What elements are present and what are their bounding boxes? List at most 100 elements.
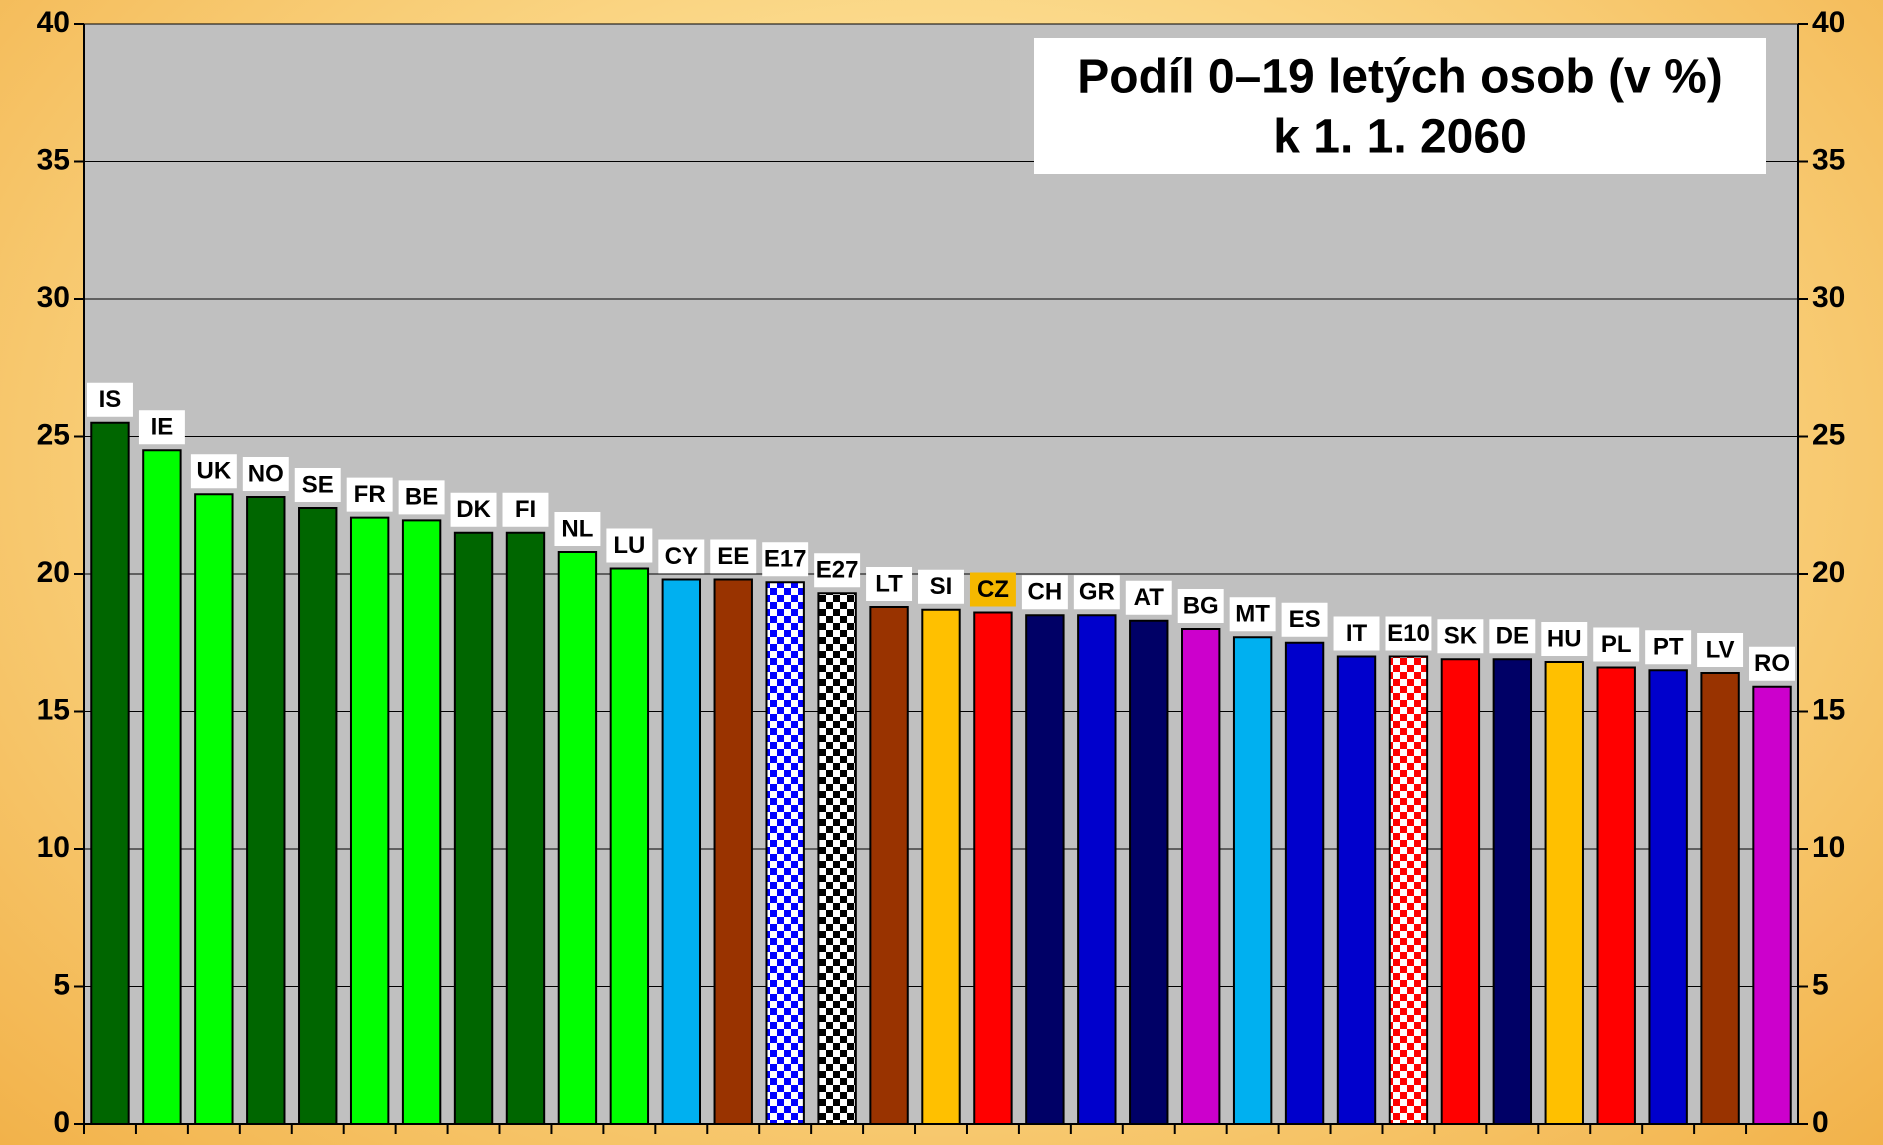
y2-tick-label: 15 [1812, 693, 1845, 726]
bar-label: FI [515, 496, 536, 523]
y-tick-label: 25 [37, 418, 70, 451]
label-box [1177, 589, 1224, 623]
bar [1180, 628, 1221, 1125]
bar-label: E27 [816, 557, 859, 584]
bar [1129, 619, 1169, 1125]
y-tick-label: 0 [53, 1106, 70, 1139]
bar-label: BG [1183, 592, 1219, 619]
bar-label: NL [561, 515, 593, 542]
bar [869, 606, 909, 1125]
label-box [1697, 633, 1744, 667]
bar-label: GR [1079, 579, 1115, 606]
bar-label: IE [151, 414, 174, 441]
bar [298, 507, 338, 1125]
bar-label: LU [613, 532, 645, 559]
label-box [969, 572, 1016, 607]
bar-label: E17 [764, 546, 807, 573]
bar [661, 578, 702, 1125]
bar-label: ES [1289, 606, 1321, 633]
label-box [866, 567, 913, 601]
y2-tick-label: 40 [1812, 6, 1845, 39]
label-box [710, 539, 757, 574]
bar [1544, 661, 1584, 1125]
y-tick-label: 20 [37, 556, 70, 589]
y-tick-label: 30 [37, 281, 70, 314]
bar [1232, 636, 1273, 1125]
y2-tick-label: 35 [1812, 143, 1845, 176]
bar-label: LV [1706, 636, 1735, 663]
label-box [1593, 627, 1640, 662]
bar-label: BE [405, 484, 438, 511]
label-box [242, 457, 289, 491]
bar [713, 578, 753, 1125]
label-box [1385, 616, 1432, 651]
bar-label: FR [354, 481, 386, 508]
bar [765, 581, 805, 1125]
bar [1492, 658, 1533, 1125]
y2-tick-label: 5 [1812, 968, 1829, 1001]
label-box [1229, 597, 1276, 632]
y2-tick-label: 10 [1812, 831, 1845, 864]
bar-label: RO [1754, 650, 1790, 677]
label-box [1437, 619, 1484, 654]
bar [1596, 666, 1636, 1125]
bar-label: E10 [1387, 620, 1430, 647]
label-box [814, 553, 861, 588]
y-tick-label: 15 [37, 693, 70, 726]
bar [349, 516, 390, 1125]
bar [921, 608, 961, 1125]
bar-label: PT [1653, 634, 1684, 661]
bar [557, 551, 598, 1125]
label-box [346, 477, 393, 512]
label-box [502, 492, 549, 527]
bar [1440, 658, 1481, 1125]
bar [401, 519, 442, 1125]
label-box [918, 569, 964, 604]
label-box [606, 528, 653, 563]
y-tick-label: 5 [53, 968, 70, 1001]
label-box [87, 382, 133, 417]
y2-tick-label: 30 [1812, 281, 1845, 314]
label-box [450, 492, 497, 527]
bar [973, 611, 1013, 1125]
label-box [762, 542, 809, 577]
label-box [1125, 580, 1172, 615]
bar-label: EE [717, 543, 749, 570]
bar [817, 592, 857, 1125]
bar-label: HU [1547, 625, 1582, 652]
label-box [1281, 602, 1328, 637]
label-box [1749, 646, 1795, 681]
label-box [554, 512, 601, 546]
bar [1752, 685, 1792, 1125]
label-box [1541, 622, 1588, 656]
y2-tick-label: 25 [1812, 418, 1845, 451]
bar-label: AT [1134, 584, 1165, 611]
bar-label: MT [1235, 601, 1270, 628]
bar [1025, 614, 1065, 1125]
bar [1388, 655, 1429, 1125]
bar [609, 567, 650, 1125]
bar-label: SE [302, 471, 334, 498]
bar-label: CY [665, 543, 698, 570]
bar-label: LT [875, 570, 903, 597]
label-box [1073, 575, 1120, 610]
title-box [1034, 38, 1766, 174]
bar [194, 493, 234, 1125]
bar-label: SK [1444, 623, 1478, 650]
label-box [138, 410, 185, 445]
bar-label: SI [930, 573, 953, 600]
label-box [1021, 575, 1068, 610]
bar-label: PL [1601, 631, 1632, 658]
label-box [1489, 619, 1536, 654]
bar-label: CZ [977, 576, 1009, 603]
bar [90, 421, 130, 1125]
bar-label: DK [456, 496, 491, 523]
bar [1648, 669, 1688, 1125]
bar-label: IT [1346, 620, 1368, 647]
label-box [1645, 630, 1692, 665]
y2-tick-label: 0 [1812, 1106, 1829, 1139]
bar [505, 531, 546, 1125]
y2-tick-label: 20 [1812, 556, 1845, 589]
label-box [1333, 616, 1380, 651]
